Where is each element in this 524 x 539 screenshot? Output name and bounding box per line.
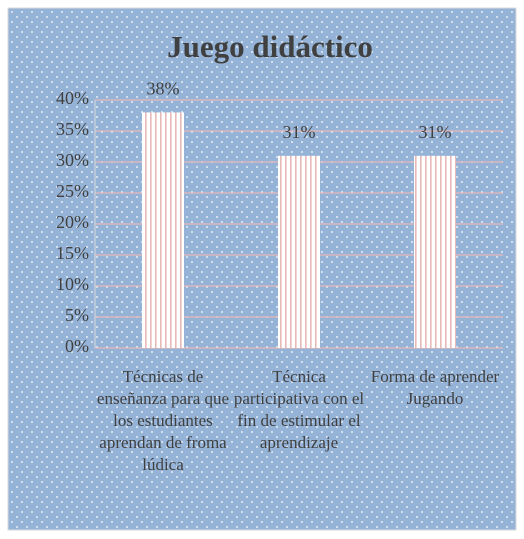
x-tick-label: Técnica participativa con el fin de esti… [233,367,365,452]
x-tick-label: Forma de aprender Jugando [370,367,500,408]
chart-title: Juego didáctico [167,29,373,64]
y-tick-label: 30% [56,150,89,170]
y-tick-label: 15% [56,243,89,263]
value-label: 31% [419,122,452,142]
y-tick-label: 20% [56,212,89,232]
y-tick-label: 40% [56,88,89,108]
y-tick-label: 25% [56,181,89,201]
bar [414,155,456,348]
bar [278,155,320,348]
y-tick-label: 10% [56,274,89,294]
y-tick-label: 0% [65,336,89,356]
value-label: 38% [147,79,180,99]
y-tick-label: 5% [65,305,89,325]
value-label: 31% [283,122,316,142]
bar [142,112,184,349]
y-tick-label: 35% [56,119,89,139]
x-tick-label: Técnicas de enseñanza para que los estud… [96,367,230,474]
